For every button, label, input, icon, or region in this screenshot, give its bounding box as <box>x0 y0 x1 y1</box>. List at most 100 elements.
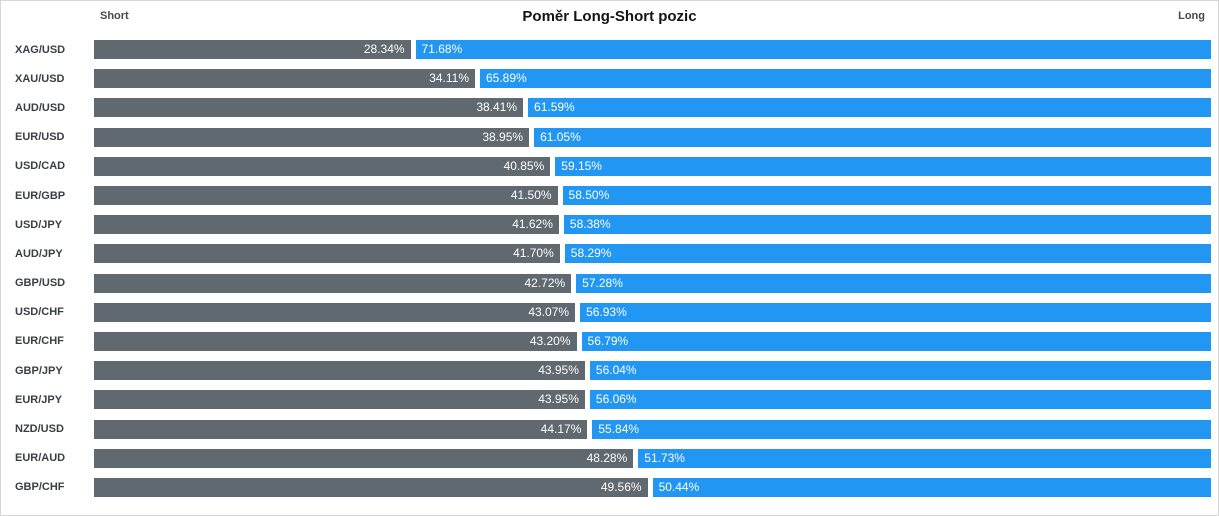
pair-label: EUR/USD <box>15 131 65 144</box>
short-bar: 40.85% <box>94 156 551 176</box>
short-bar: 34.11% <box>94 69 475 89</box>
short-value-label: 41.70% <box>513 246 554 261</box>
bar-track: 41.62% 58.38% <box>94 215 1211 235</box>
bar-track: 44.17% 55.84% <box>94 419 1211 439</box>
pair-label: NZD/USD <box>15 423 64 436</box>
short-value-label: 38.95% <box>482 129 524 144</box>
pair-label: AUD/JPY <box>15 247 63 260</box>
long-bar: 50.44% <box>652 477 1211 497</box>
short-value-label: 28.34% <box>363 42 405 57</box>
short-bar: 43.20% <box>94 331 577 351</box>
chart-title: Poměr Long-Short pozic <box>522 8 697 25</box>
short-value-label: 41.62% <box>512 217 553 232</box>
short-bar: 43.07% <box>94 302 576 322</box>
pair-row: EUR/AUD 48.28% 51.73% <box>1 444 1218 473</box>
pair-label: EUR/AUD <box>15 452 66 465</box>
long-value-label: 58.29% <box>570 246 612 261</box>
pair-row: EUR/JPY 43.95% 56.06% <box>1 385 1218 414</box>
short-bar: 49.56% <box>94 477 648 497</box>
short-bar: 43.95% <box>94 390 585 410</box>
pair-label: AUD/USD <box>15 101 66 114</box>
pair-label: EUR/CHF <box>15 335 64 348</box>
bar-track: 41.50% 58.50% <box>94 186 1211 206</box>
pair-label: GBP/CHF <box>15 481 65 494</box>
pair-row: AUD/JPY 41.70% 58.29% <box>1 239 1218 268</box>
pair-row: GBP/JPY 43.95% 56.04% <box>1 356 1218 385</box>
short-value-label: 43.95% <box>538 392 579 407</box>
long-bar: 59.15% <box>555 156 1211 176</box>
bar-track: 41.70% 58.29% <box>94 244 1211 264</box>
pair-label: USD/CAD <box>15 160 66 173</box>
long-value-label: 57.28% <box>582 275 623 290</box>
long-bar: 57.28% <box>576 273 1211 293</box>
pair-row: GBP/USD 42.72% 57.28% <box>1 269 1218 298</box>
pair-row: AUD/USD 38.41% 61.59% <box>1 93 1218 122</box>
bar-track: 34.11% 65.89% <box>94 69 1211 89</box>
pair-row: XAU/USD 34.11% 65.89% <box>1 64 1218 93</box>
short-value-label: 40.85% <box>503 158 545 173</box>
long-value-label: 56.04% <box>595 363 637 378</box>
chart-header: Short Poměr Long-Short pozic Long <box>1 1 1218 32</box>
pair-label: EUR/GBP <box>15 189 66 202</box>
bar-track: 38.95% 61.05% <box>94 127 1211 147</box>
bar-track: 38.41% 61.59% <box>94 98 1211 118</box>
long-value-label: 58.38% <box>569 217 611 232</box>
long-value-label: 59.15% <box>561 158 602 173</box>
pair-row: USD/JPY 41.62% 58.38% <box>1 210 1218 239</box>
long-value-label: 51.73% <box>644 450 685 465</box>
short-value-label: 42.72% <box>524 275 566 290</box>
short-bar: 28.34% <box>94 40 411 60</box>
long-bar: 58.29% <box>564 244 1211 264</box>
short-bar: 42.72% <box>94 273 572 293</box>
pair-label: GBP/JPY <box>15 364 63 377</box>
long-value-label: 56.06% <box>595 392 637 407</box>
long-bar: 65.89% <box>480 69 1211 89</box>
short-bar: 38.95% <box>94 127 530 147</box>
bar-track: 43.95% 56.06% <box>94 390 1211 410</box>
bar-track: 43.07% 56.93% <box>94 302 1211 322</box>
pair-row: XAG/USD 28.34% 71.68% <box>1 35 1218 64</box>
short-bar: 44.17% <box>94 419 588 439</box>
short-bar: 41.62% <box>94 215 559 235</box>
short-bar: 48.28% <box>94 448 634 468</box>
pair-label: GBP/USD <box>15 277 66 290</box>
pair-row: GBP/CHF 49.56% 50.44% <box>1 473 1218 502</box>
long-bar: 71.68% <box>415 40 1211 60</box>
pair-row: NZD/USD 44.17% 55.84% <box>1 414 1218 443</box>
long-bar: 55.84% <box>592 419 1211 439</box>
long-bar: 58.50% <box>562 186 1211 206</box>
short-value-label: 49.56% <box>600 479 642 494</box>
long-value-label: 58.50% <box>568 188 610 203</box>
short-value-label: 34.11% <box>429 71 469 86</box>
pair-row: USD/CHF 43.07% 56.93% <box>1 298 1218 327</box>
long-value-label: 56.79% <box>587 333 629 348</box>
short-value-label: 38.41% <box>476 100 518 115</box>
long-value-label: 55.84% <box>598 421 640 436</box>
short-value-label: 48.28% <box>586 450 628 465</box>
bar-track: 43.95% 56.04% <box>94 361 1211 381</box>
short-value-label: 43.95% <box>538 363 579 378</box>
pair-row: USD/CAD 40.85% 59.15% <box>1 152 1218 181</box>
long-value-label: 71.68% <box>421 42 463 57</box>
bar-rows: XAG/USD 28.34% 71.68% XAU/USD 34.11% 65.89% AU… <box>1 35 1218 502</box>
bar-track: 28.34% 71.68% <box>94 40 1211 60</box>
short-bar: 38.41% <box>94 98 524 118</box>
bar-track: 43.20% 56.79% <box>94 331 1211 351</box>
short-axis-label: Short <box>100 10 129 22</box>
pair-label: USD/JPY <box>15 218 63 231</box>
short-value-label: 43.07% <box>528 304 570 319</box>
long-bar: 56.79% <box>581 331 1211 351</box>
pair-row: EUR/GBP 41.50% 58.50% <box>1 181 1218 210</box>
long-bar: 61.05% <box>534 127 1211 147</box>
long-value-label: 65.89% <box>486 71 527 86</box>
long-value-label: 50.44% <box>658 479 700 494</box>
long-bar: 56.06% <box>589 390 1211 410</box>
short-bar: 43.95% <box>94 361 585 381</box>
pair-label: XAU/USD <box>15 72 65 85</box>
short-value-label: 44.17% <box>540 421 582 436</box>
long-bar: 58.38% <box>563 215 1211 235</box>
short-bar: 41.70% <box>94 244 560 264</box>
bar-track: 40.85% 59.15% <box>94 156 1211 176</box>
pair-label: USD/CHF <box>15 306 64 319</box>
